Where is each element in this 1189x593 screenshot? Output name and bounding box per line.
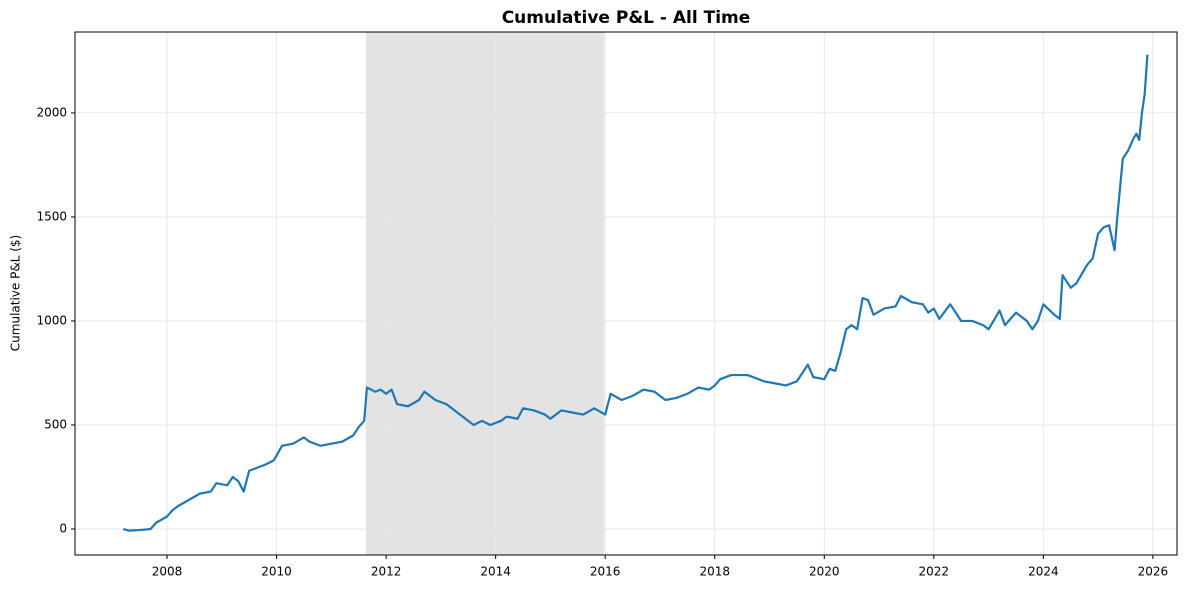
x-tick-label: 2024	[1028, 565, 1059, 579]
x-tick-label: 2022	[919, 565, 950, 579]
chart-title: Cumulative P&L - All Time	[502, 8, 751, 28]
plot-frame	[74, 31, 1178, 556]
x-tick-label: 2012	[371, 565, 402, 579]
x-tick-label: 2014	[480, 565, 511, 579]
x-tick-label: 2016	[590, 565, 621, 579]
x-tick-label: 2026	[1138, 565, 1169, 579]
y-tick-label: 500	[44, 417, 67, 431]
y-tick-label: 0	[59, 521, 67, 535]
x-tick-label: 2018	[699, 565, 730, 579]
data-line	[122, 54, 1149, 532]
y-tick-label: 2000	[36, 105, 67, 119]
x-tick-label: 2020	[809, 565, 840, 579]
y-tick-label: 1000	[36, 313, 67, 327]
y-axis-label: Cumulative P&L ($)	[9, 235, 23, 351]
y-tick-label: 1500	[36, 209, 67, 223]
x-tick-label: 2008	[152, 565, 183, 579]
x-tick-label: 2010	[261, 565, 292, 579]
shaded-region	[365, 32, 605, 555]
